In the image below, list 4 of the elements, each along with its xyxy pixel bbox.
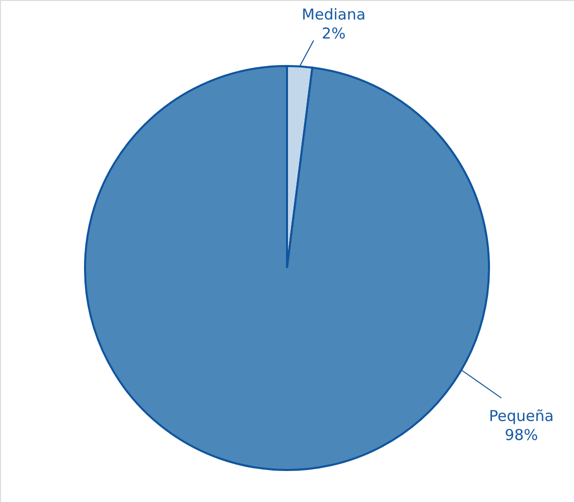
data-label: 2% [322, 24, 346, 42]
slice-label: Mediana [302, 5, 366, 24]
slice-label: Pequeña [489, 406, 554, 425]
data-label: 98% [504, 426, 538, 444]
